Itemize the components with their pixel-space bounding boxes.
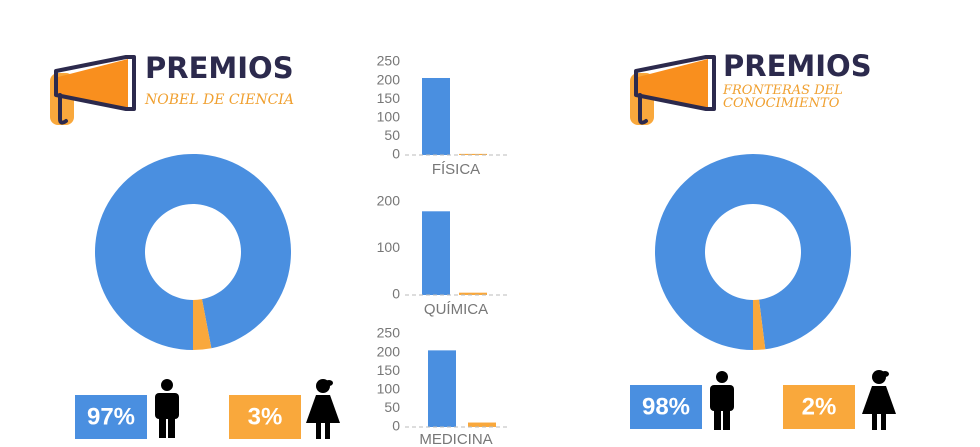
- man-icon: [710, 371, 734, 430]
- y-tick-label: 100: [377, 381, 401, 397]
- label-box: [229, 395, 301, 439]
- y-tick-label: 50: [384, 399, 400, 415]
- y-tick-label: 50: [384, 127, 400, 143]
- y-tick-label: 0: [392, 146, 400, 162]
- y-tick-label: 200: [377, 193, 401, 209]
- donut-slice: [193, 299, 212, 350]
- bar: [422, 211, 450, 295]
- donut-slice: [95, 154, 292, 350]
- y-tick-label: 200: [377, 343, 401, 359]
- title: PREMIOS: [145, 51, 294, 85]
- bar: [428, 350, 456, 427]
- x-axis-label: QUÍMICA: [424, 301, 488, 318]
- y-tick-label: 200: [377, 71, 401, 87]
- megaphone-icon: [48, 55, 136, 127]
- donut-slice: [654, 153, 851, 350]
- y-tick-label: 0: [392, 286, 400, 302]
- value-label: 2%: [802, 393, 837, 420]
- bar: [422, 77, 450, 155]
- value-label: 3%: [248, 403, 283, 430]
- y-tick-label: 0: [392, 418, 400, 434]
- bar: [459, 292, 487, 295]
- label-box: [75, 395, 147, 439]
- y-tick-label: 100: [377, 239, 401, 255]
- y-tick-label: 100: [377, 109, 401, 125]
- man-icon: [155, 379, 179, 438]
- woman-icon: [306, 379, 340, 439]
- y-tick-label: 250: [377, 325, 401, 341]
- value-label: 97%: [87, 403, 135, 430]
- x-axis-label: MEDICINA: [419, 431, 492, 447]
- label-box: [783, 385, 855, 429]
- title: PREMIOS: [723, 49, 872, 83]
- megaphone-icon: [628, 55, 716, 127]
- label-box: [630, 385, 702, 429]
- subtitle: NOBEL DE CIENCIA: [145, 92, 294, 108]
- y-tick-label: 250: [377, 53, 401, 69]
- bar: [468, 422, 496, 427]
- y-tick-label: 150: [377, 90, 401, 106]
- y-tick-label: 150: [377, 362, 401, 378]
- subtitle: FRONTERAS DEL CONOCIMIENTO: [723, 83, 843, 111]
- bar: [459, 153, 487, 155]
- x-axis-label: FÍSICA: [432, 161, 480, 178]
- woman-icon: [862, 370, 896, 430]
- value-label: 98%: [642, 393, 690, 420]
- donut-slice: [753, 299, 766, 350]
